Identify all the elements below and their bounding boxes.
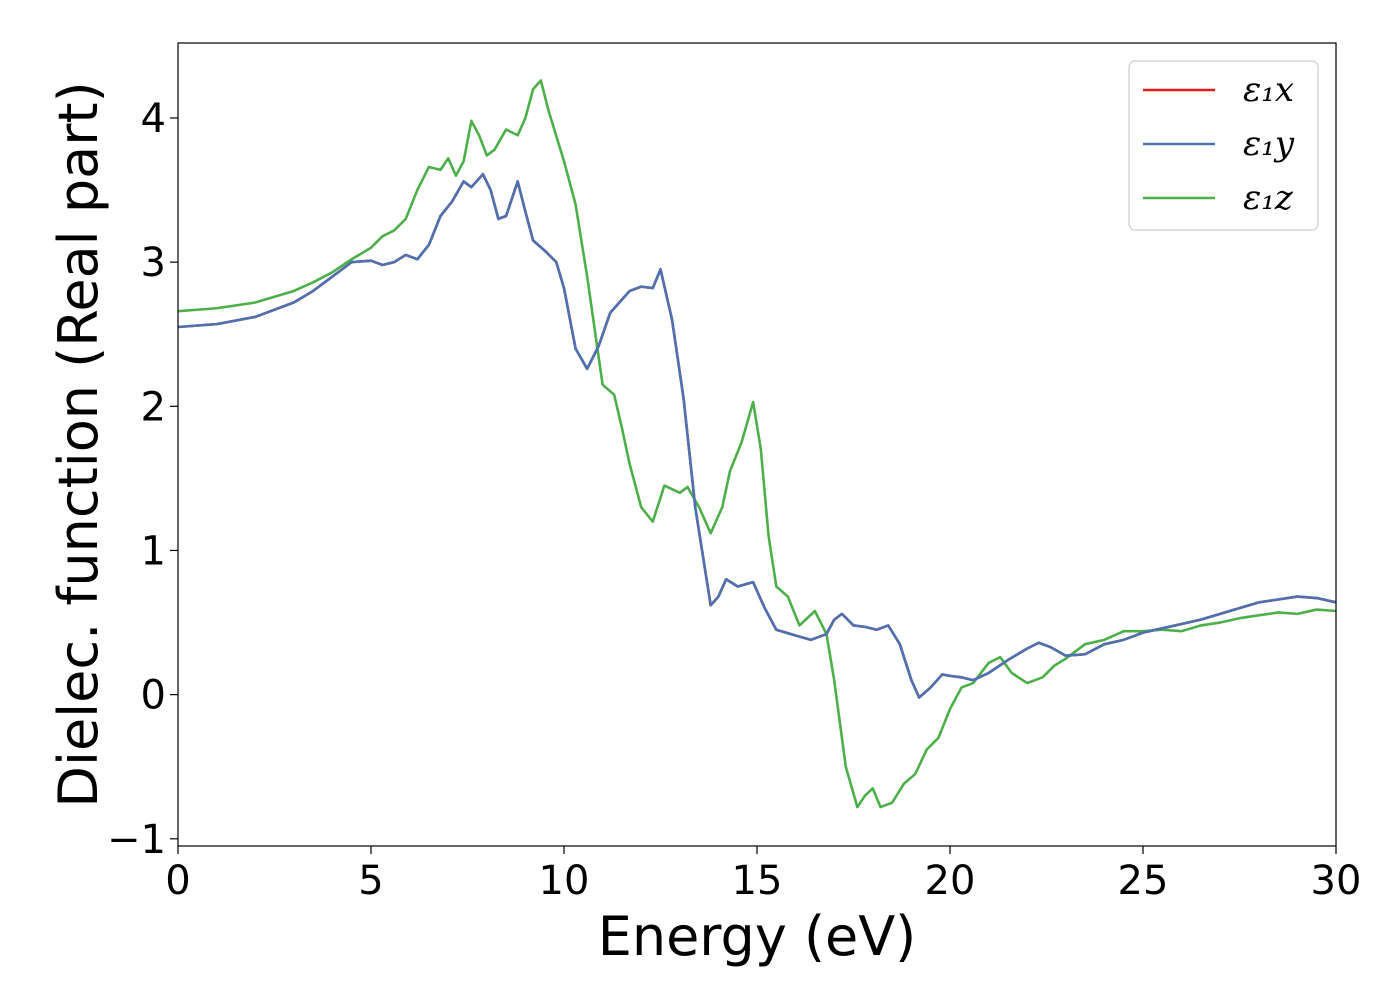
series-line	[178, 172, 1336, 699]
y-tick-label: 0	[141, 673, 166, 719]
series-line	[178, 172, 1336, 699]
x-tick-label: 0	[165, 858, 190, 904]
x-tick-label: 30	[1311, 858, 1362, 904]
x-tick-label: 20	[925, 858, 976, 904]
legend-label: ε₁z	[1243, 178, 1294, 218]
x-axis: 0 5 10 15 20 25 30	[165, 846, 1361, 904]
legend-box	[1128, 60, 1319, 231]
x-tick-label: 5	[358, 858, 383, 904]
legend-label: ε₁x	[1243, 70, 1294, 110]
y-tick-label: 4	[141, 96, 166, 142]
legend-label: ε₁y	[1243, 124, 1295, 164]
x-tick-label: 15	[732, 858, 783, 904]
y-tick-label: −1	[107, 817, 166, 863]
legend: ε₁x ε₁y ε₁z	[1128, 60, 1319, 231]
series-layer	[178, 79, 1336, 809]
y-axis-label: Dielec. function (Real part)	[47, 81, 110, 807]
x-tick-label: 10	[539, 858, 590, 904]
x-tick-label: 25	[1118, 858, 1169, 904]
y-axis: −1 0 1 2 3 4	[107, 96, 178, 863]
y-tick-label: 3	[141, 240, 166, 286]
y-tick-label: 1	[141, 528, 166, 574]
x-axis-label: Energy (eV)	[598, 905, 917, 968]
y-tick-label: 2	[141, 384, 166, 430]
series-line	[178, 79, 1336, 809]
